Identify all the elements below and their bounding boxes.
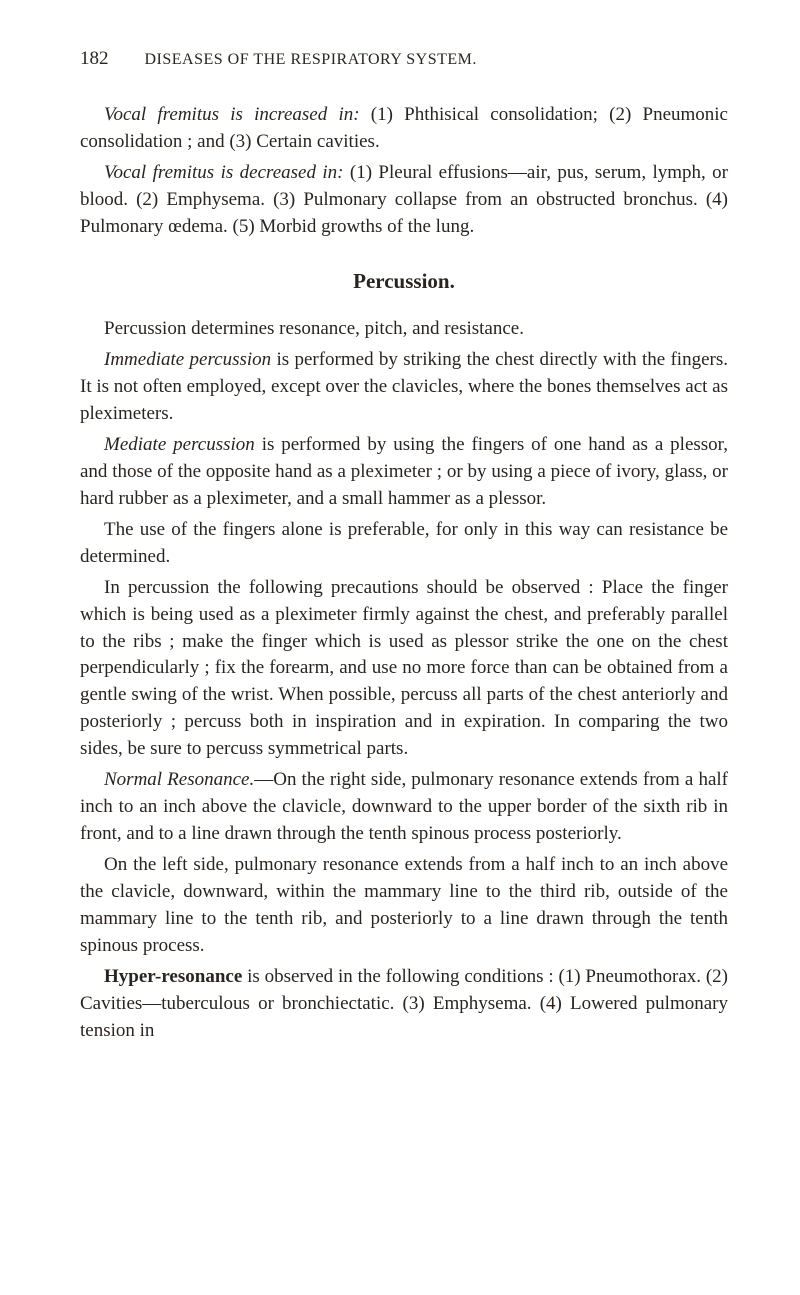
paragraph-vocal-fremitus-increased: Vocal fremitus is increased in: (1) Phth… <box>80 102 728 156</box>
paragraph-normal-resonance: Normal Resonance.—On the right side, pul… <box>80 767 728 848</box>
lead-phrase: Normal Resonance. <box>104 769 254 790</box>
lead-phrase: Vocal fremitus is decreased in: <box>104 162 343 183</box>
paragraph-fingers-alone: The use of the fingers alone is preferab… <box>80 517 728 571</box>
running-title: DISEASES OF THE RESPIRATORY SYSTEM. <box>145 51 477 69</box>
page-header: 182 DISEASES OF THE RESPIRATORY SYSTEM. <box>80 48 728 70</box>
lead-phrase: Immediate percussion <box>104 349 271 370</box>
paragraph-left-side: On the left side, pulmonary resonance ex… <box>80 852 728 960</box>
section-heading-percussion: Percussion. <box>80 269 728 294</box>
page-number: 182 <box>80 48 109 70</box>
paragraph-hyper-resonance: Hyper-resonance is observed in the follo… <box>80 964 728 1045</box>
percussion-block: Percussion determines resonance, pitch, … <box>80 316 728 1045</box>
paragraph-percussion-determines: Percussion determines resonance, pitch, … <box>80 316 728 343</box>
lead-phrase: Mediate percussion <box>104 434 255 455</box>
lead-phrase-bold: Hyper-resonance <box>104 966 242 987</box>
paragraph-mediate-percussion: Mediate percussion is performed by using… <box>80 432 728 513</box>
paragraph-vocal-fremitus-decreased: Vocal fremitus is decreased in: (1) Pleu… <box>80 160 728 241</box>
paragraph-precautions: In percussion the following precautions … <box>80 575 728 764</box>
intro-block: Vocal fremitus is increased in: (1) Phth… <box>80 102 728 241</box>
paragraph-immediate-percussion: Immediate percussion is performed by str… <box>80 347 728 428</box>
lead-phrase: Vocal fremitus is increased in: <box>104 104 360 125</box>
